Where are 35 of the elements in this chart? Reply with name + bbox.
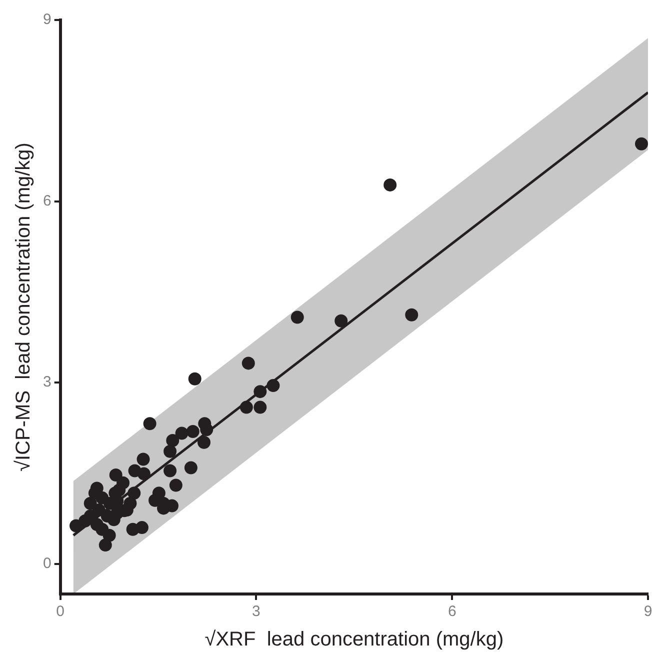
point bbox=[186, 424, 200, 438]
point bbox=[634, 137, 648, 150]
point bbox=[188, 372, 202, 386]
x-tick-label: 0 bbox=[56, 603, 65, 620]
point bbox=[109, 468, 122, 482]
point bbox=[197, 436, 210, 449]
point bbox=[164, 444, 177, 458]
y-axis-title: √ICP-MS lead concentration (mg/kg) bbox=[12, 142, 35, 472]
x-axis-title: √XRF lead concentration (mg/kg) bbox=[204, 628, 504, 651]
point bbox=[164, 464, 177, 478]
y-tick-label: 3 bbox=[43, 374, 52, 391]
point bbox=[166, 434, 180, 448]
point bbox=[290, 310, 304, 324]
point bbox=[405, 308, 418, 322]
point bbox=[135, 521, 148, 534]
point bbox=[384, 178, 397, 192]
point bbox=[242, 356, 255, 370]
y-tick-label: 6 bbox=[43, 192, 52, 210]
point bbox=[102, 528, 116, 542]
point bbox=[169, 478, 182, 492]
point bbox=[254, 400, 267, 414]
x-tick-label: 9 bbox=[644, 603, 652, 620]
point bbox=[70, 519, 83, 532]
point bbox=[175, 426, 188, 440]
point bbox=[112, 484, 126, 497]
point bbox=[184, 461, 198, 474]
point bbox=[137, 467, 150, 480]
point bbox=[98, 538, 112, 552]
y-tick-label: 0 bbox=[43, 554, 52, 572]
point bbox=[136, 452, 150, 466]
point bbox=[334, 314, 348, 328]
x-tick-label: 3 bbox=[252, 603, 260, 620]
x-tick-label: 6 bbox=[448, 603, 456, 620]
point bbox=[143, 417, 156, 430]
y-tick-label: 9 bbox=[43, 11, 52, 28]
